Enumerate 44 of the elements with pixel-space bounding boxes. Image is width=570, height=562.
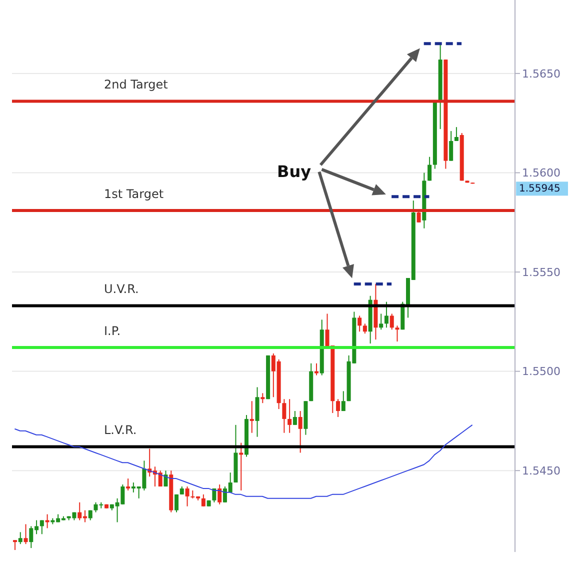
candlestick	[362, 323, 367, 334]
candlestick	[126, 478, 130, 491]
candlestick	[292, 410, 297, 426]
ref-line-label: 1st Target	[104, 186, 164, 201]
candlestick	[18, 532, 22, 545]
y-tick-label: 1.5500	[522, 365, 560, 378]
ref-line-label: U.V.R.	[104, 282, 139, 296]
candlestick	[174, 494, 179, 513]
candlestick	[449, 130, 454, 162]
candlestick	[454, 126, 458, 142]
y-tick-label: 1.5550	[522, 266, 560, 279]
ref-line-label: L.V.R.	[104, 423, 137, 438]
candlestick	[358, 315, 362, 332]
candlestick	[250, 400, 254, 434]
candlestick	[13, 540, 17, 551]
candlestick	[201, 494, 206, 507]
candlestick	[428, 156, 432, 182]
candlestick	[379, 313, 384, 330]
text: 1.55945	[519, 183, 560, 194]
candlestick	[384, 301, 388, 328]
candlestick	[218, 484, 222, 505]
ref-line-label: I.P.	[104, 324, 121, 338]
annotation: Buy	[277, 162, 312, 181]
candlestick	[239, 442, 244, 491]
candlestick	[336, 398, 340, 418]
y-tick-label: 1.5600	[522, 166, 560, 180]
y-tick-label: 1.5650	[522, 67, 560, 80]
candlestick	[395, 325, 400, 342]
y-tick-label: 1.5450	[522, 464, 560, 478]
candlestick	[40, 520, 44, 535]
candlestick	[282, 398, 286, 434]
candlestick	[185, 486, 190, 507]
candlestick	[390, 313, 394, 330]
candlestick	[45, 514, 50, 529]
candlestick	[255, 386, 260, 438]
candlestick	[288, 398, 292, 434]
candlestick	[212, 488, 216, 503]
candlestick	[341, 390, 346, 412]
candlestick	[298, 410, 302, 454]
candlestick	[260, 392, 265, 404]
candlestick	[24, 524, 28, 545]
candlestick	[164, 470, 168, 487]
candlestick	[314, 362, 318, 376]
ref-line-label: 2nd Target	[104, 78, 168, 92]
